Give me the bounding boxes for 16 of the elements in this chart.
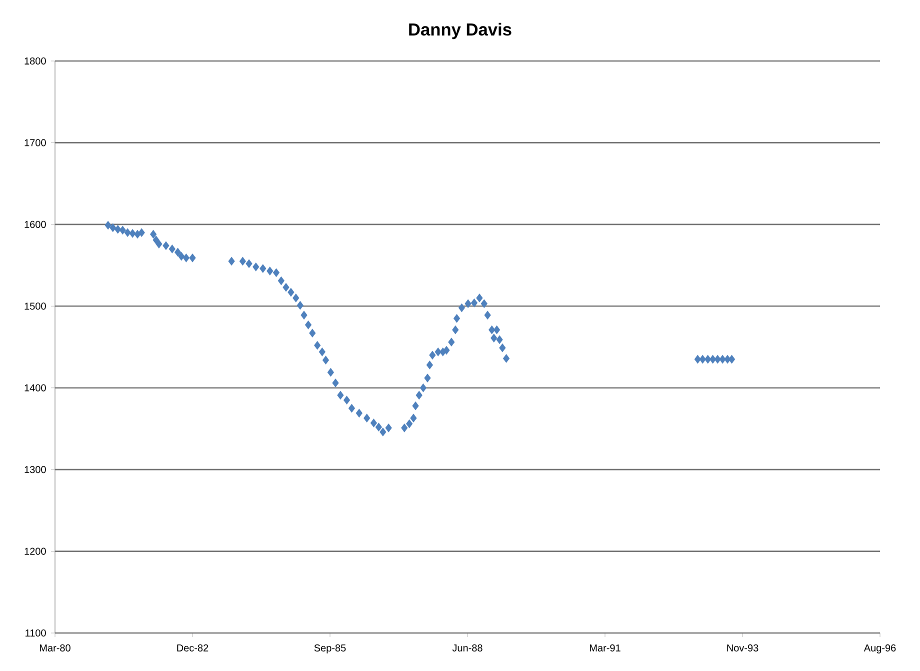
y-tick-label: 1800 [24,57,46,65]
x-tick-label: Mar-80 [40,644,70,652]
y-tick-label: 1200 [24,548,46,555]
x-tick-label: Dec-82 [177,644,208,652]
y-tick-label: 1100 [26,629,46,637]
y-tick-label: 1700 [24,139,46,146]
y-tick-label: 1300 [24,466,46,474]
y-tick-label: 1400 [24,384,46,392]
chart-title: Danny Davis [409,22,512,40]
x-tick-label: Jun-88 [452,644,482,652]
x-tick-label: Nov-93 [727,644,758,652]
x-tick-label: Sep-85 [314,644,346,654]
x-tick-label: Mar-91 [590,644,620,652]
y-tick-label: 1600 [24,220,46,228]
x-tick-label: Aug-96 [864,644,896,654]
y-tick-label: 1500 [24,302,46,310]
